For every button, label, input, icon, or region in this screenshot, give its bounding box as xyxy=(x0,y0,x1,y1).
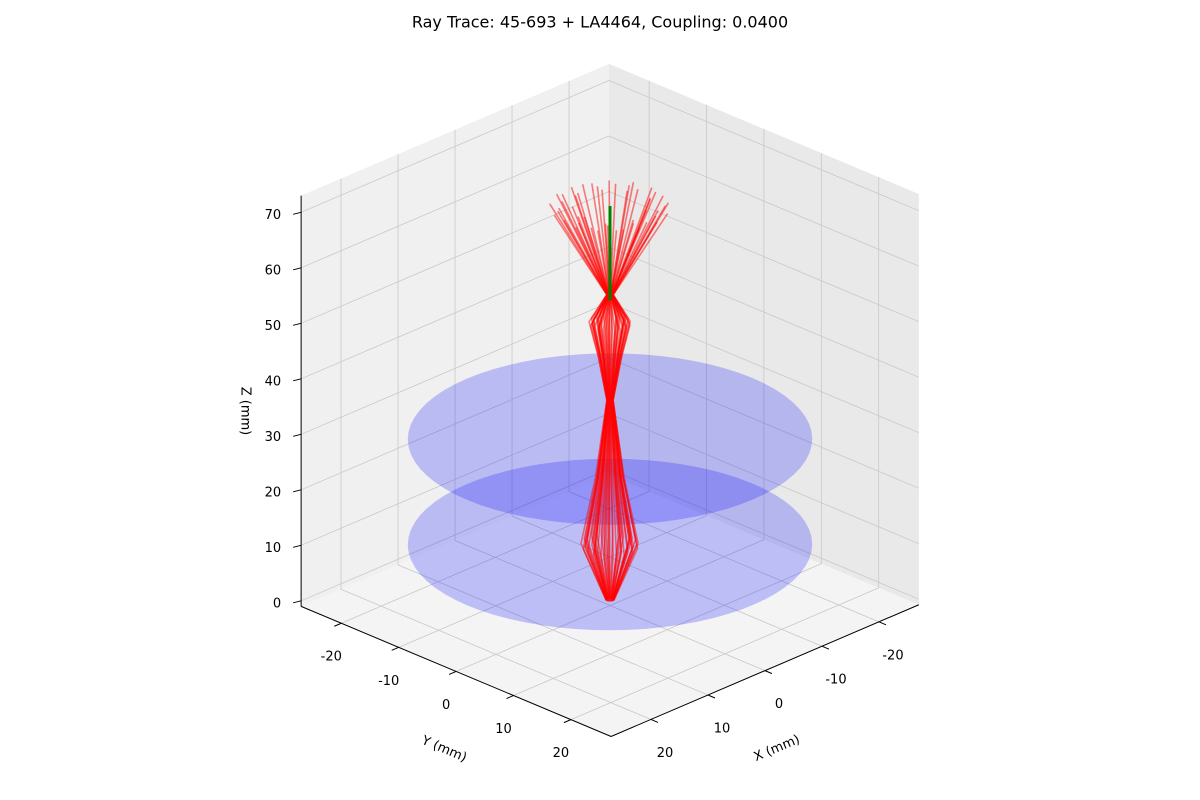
x-tick xyxy=(878,621,887,626)
z-tick xyxy=(292,322,302,326)
ray xyxy=(610,185,630,599)
z-tick-label: 50 xyxy=(265,319,282,334)
grid-line xyxy=(300,135,610,269)
x-tick-label: -20 xyxy=(882,648,903,663)
y-axis-title: Y (mm) xyxy=(418,733,469,766)
grid-line xyxy=(300,413,610,546)
z-tick-label: 10 xyxy=(265,541,282,556)
z-tick xyxy=(292,544,302,548)
grid-line xyxy=(608,135,920,267)
z-tick xyxy=(292,489,302,493)
grid-line xyxy=(608,246,920,378)
grid-line xyxy=(608,357,920,489)
ray xyxy=(563,219,609,602)
grid-line xyxy=(300,357,610,491)
x-tick xyxy=(707,694,716,699)
grid-line xyxy=(300,191,610,324)
x-tick xyxy=(764,670,773,675)
y-tick-label: -10 xyxy=(378,674,399,689)
z-tick-label: 60 xyxy=(265,263,282,278)
grid-line xyxy=(608,413,920,545)
y-tick xyxy=(563,719,572,724)
chart-title: Ray Trace: 45-693 + LA4464, Coupling: 0.… xyxy=(412,13,788,32)
x-tick-label: 0 xyxy=(775,697,783,712)
grid-line xyxy=(300,80,610,213)
z-tick-label: 40 xyxy=(265,374,282,389)
grid-line xyxy=(300,302,610,435)
y-tick xyxy=(506,695,514,699)
x-axis-title: X (mm) xyxy=(752,732,803,765)
z-tick xyxy=(292,600,302,604)
ray xyxy=(553,214,608,601)
x-tick-label: -10 xyxy=(825,673,846,688)
z-tick-label: 20 xyxy=(265,485,282,500)
z-axis-title: Z (mm) xyxy=(238,387,253,436)
y-tick xyxy=(334,622,342,627)
grid-line xyxy=(608,80,920,212)
grid-line xyxy=(513,563,822,696)
ray xyxy=(611,191,657,600)
grid-line xyxy=(300,468,610,602)
z-tick xyxy=(292,211,302,215)
ray xyxy=(577,216,610,601)
y-tick-label: 20 xyxy=(553,746,570,761)
z-tick xyxy=(292,378,302,382)
grid-line xyxy=(455,539,765,672)
x-tick-label: 10 xyxy=(714,722,731,737)
x-tick-label: 20 xyxy=(657,746,674,761)
grid-line xyxy=(300,246,610,380)
x-tick xyxy=(821,645,830,650)
y-tick-label: 0 xyxy=(442,698,450,713)
grid-line xyxy=(608,468,920,600)
z-tick xyxy=(292,267,302,271)
grid-line xyxy=(570,587,879,720)
y-tick xyxy=(391,646,399,651)
z-tick xyxy=(292,433,302,437)
z-tick-label: 30 xyxy=(265,430,282,445)
y-tick-label: 10 xyxy=(495,722,512,737)
grid-line xyxy=(608,302,920,434)
x-tick xyxy=(650,718,659,723)
z-tick-label: 70 xyxy=(265,208,282,223)
y-tick xyxy=(448,670,457,675)
z-tick-label: 0 xyxy=(273,596,281,611)
grid-line xyxy=(398,515,707,648)
y-tick-label: -20 xyxy=(321,650,342,665)
